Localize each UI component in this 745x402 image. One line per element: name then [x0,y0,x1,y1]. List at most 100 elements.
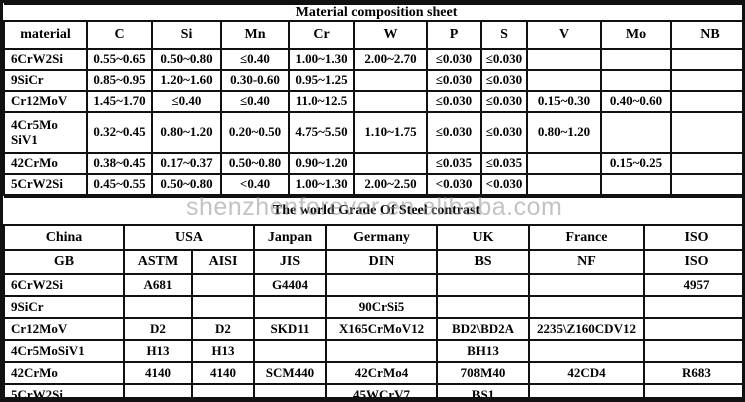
column-header-c: C [86,20,153,50]
country-header-row: China USA Janpan Germany UK France ISO [3,224,742,251]
table-cell [191,383,255,397]
column-header-cr: Cr [288,20,355,50]
table-row: 9SiCr 90CrSi5 [3,295,742,319]
table-cell: 4140 [191,361,255,385]
material-name: 42CrMo [3,152,88,175]
grade-contrast-table: The world Grade Of Steel contrast China … [3,196,742,397]
table-cell [526,152,602,175]
table-cell [669,111,742,154]
table-cell [253,383,327,397]
table-cell: 0.95~1.25 [288,69,355,92]
table-cell: X165CrMoV12 [325,317,438,341]
table-cell: ≤0.40 [151,90,222,113]
standard-header-gb: GB [3,249,125,275]
column-header-si: Si [151,20,222,50]
table-row: 6CrW2Si A681 G4404 4957 [3,273,742,297]
table-cell: ≤0.035 [426,152,482,175]
material-name: 42CrMo [3,361,125,385]
table-row: 5CrW2Si 0.45~0.55 0.50~0.80 <0.40 1.00~1… [3,173,742,196]
table-cell: 4140 [123,361,193,385]
table-cell [669,152,742,175]
table-cell [669,90,742,113]
table-cell [528,339,645,363]
table-cell [669,173,742,196]
country-header-france: France [528,224,645,251]
table-cell: 4957 [643,273,742,297]
table-cell: 4.75~5.50 [288,111,355,154]
table-cell: 0.90~1.20 [288,152,355,175]
material-name: 6CrW2Si [3,273,125,297]
column-header-mn: Mn [220,20,290,50]
table-cell: 0.80~1.20 [526,111,602,154]
standard-header-nf: NF [528,249,645,275]
table-cell: ≤0.030 [426,48,482,71]
table-cell [643,339,742,363]
table-cell: ≤0.030 [426,111,482,154]
table-cell: H13 [191,339,255,363]
table-cell: 1.10~1.75 [353,111,428,154]
table-cell [123,295,193,319]
table-cell: 0.80~1.20 [151,111,222,154]
table-cell [528,295,645,319]
table-cell: 0.20~0.50 [220,111,290,154]
table-cell: 2.00~2.50 [353,173,428,196]
material-name: 9SiCr [3,69,88,92]
table-cell: 45WCrV7 [325,383,438,397]
table-row: 5CrW2Si 45WCrV7 BS1 [3,383,742,397]
table-cell [600,111,672,154]
table-cell [436,295,530,319]
table-cell: 0.40~0.60 [600,90,672,113]
table-cell: 2235\Z160CDV12 [528,317,645,341]
table-cell [526,48,602,71]
material-name: 5CrW2Si [3,173,88,196]
table-cell: ≤0.030 [480,69,528,92]
table-row: 42CrMo 4140 4140 SCM440 42CrMo4 708M40 4… [3,361,742,385]
table-cell [123,383,193,397]
table-cell: 0.30-0.60 [220,69,290,92]
table-cell: 0.32~0.45 [86,111,153,154]
standard-header-iso: ISO [643,249,742,275]
table-cell [528,273,645,297]
grade-title-row: The world Grade Of Steel contrast [4,196,742,226]
table-cell: 0.85~0.95 [86,69,153,92]
table-cell [436,273,530,297]
table-cell: 0.55~0.65 [86,48,153,71]
table-cell: A681 [123,273,193,297]
country-header-iso: ISO [643,224,742,251]
table-cell: ≤0.030 [426,90,482,113]
table-cell [643,317,742,341]
table-cell: 1.00~1.30 [288,173,355,196]
country-header-janpan: Janpan [253,224,327,251]
table-cell: ≤0.030 [480,90,528,113]
composition-header-row: material C Si Mn Cr W P S V Mo NB [3,20,742,50]
table-cell: ≤0.40 [220,48,290,71]
table-cell: ≤0.030 [480,111,528,154]
table-cell: 1.45~1.70 [86,90,153,113]
material-name: 5CrW2Si [3,383,125,397]
table-cell [325,273,438,297]
table-cell: 0.50~0.80 [220,152,290,175]
table-cell: R683 [643,361,742,385]
table-cell: 0.15~0.25 [600,152,672,175]
table-row: Cr12MoV D2 D2 SKD11 X165CrMoV12 BD2\BD2A… [3,317,742,341]
table-cell [526,69,602,92]
table-cell: 90CrSi5 [325,295,438,319]
table-cell: D2 [123,317,193,341]
table-cell [191,273,255,297]
material-name: Cr12MoV [3,90,88,113]
column-header-v: V [526,20,602,50]
table-cell [643,295,742,319]
table-cell: 42CrMo4 [325,361,438,385]
composition-table-title: Material composition sheet [4,3,742,22]
standard-header-bs: BS [436,249,530,275]
table-cell: <0.030 [480,173,528,196]
column-header-p: P [426,20,482,50]
table-cell: 0.17~0.37 [151,152,222,175]
table-cell: 0.38~0.45 [86,152,153,175]
country-header-uk: UK [436,224,530,251]
table-cell: 1.20~1.60 [151,69,222,92]
table-cell: BS1 [436,383,530,397]
table-cell: 0.50~0.80 [151,48,222,71]
standard-header-din: DIN [325,249,438,275]
